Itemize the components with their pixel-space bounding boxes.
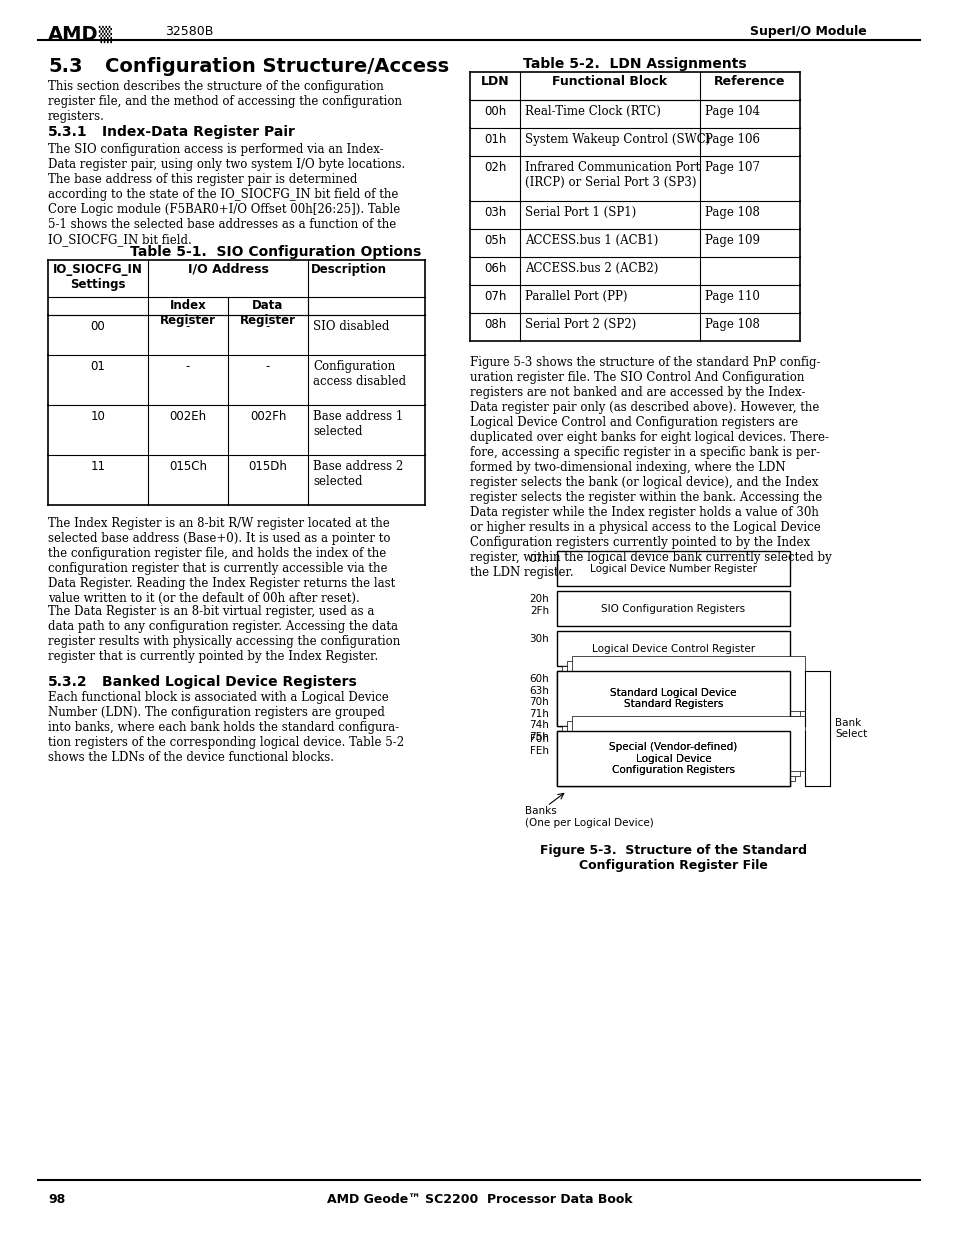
Text: Serial Port 1 (SP1): Serial Port 1 (SP1) xyxy=(524,206,636,219)
Text: -: - xyxy=(266,320,270,333)
Text: 05h: 05h xyxy=(483,233,506,247)
Text: Data
Register: Data Register xyxy=(240,299,295,327)
Text: 03h: 03h xyxy=(483,206,506,219)
Text: Base address 2
selected: Base address 2 selected xyxy=(313,459,403,488)
Text: Functional Block: Functional Block xyxy=(552,75,667,88)
Bar xyxy=(557,551,789,585)
Text: Infrared Communication Port
(IRCP) or Serial Port 3 (SP3): Infrared Communication Port (IRCP) or Se… xyxy=(524,161,700,189)
Text: Bank
Select: Bank Select xyxy=(834,718,866,740)
Text: Each functional block is associated with a Logical Device
Number (LDN). The conf: Each functional block is associated with… xyxy=(48,692,404,764)
Text: Special (Vendor-defined)
Logical Device
Configuration Registers: Special (Vendor-defined) Logical Device … xyxy=(609,742,737,776)
Text: 98: 98 xyxy=(48,1193,65,1207)
Text: Banked Logical Device Registers: Banked Logical Device Registers xyxy=(102,676,356,689)
Text: Standard Logical Device
Standard Registers: Standard Logical Device Standard Registe… xyxy=(610,688,736,709)
Text: Logical Device Number Register: Logical Device Number Register xyxy=(589,563,757,573)
Text: Parallel Port (PP): Parallel Port (PP) xyxy=(524,290,627,303)
Text: The SIO configuration access is performed via an Index-
Data register pair, usin: The SIO configuration access is performe… xyxy=(48,143,405,246)
Text: System Wakeup Control (SWC): System Wakeup Control (SWC) xyxy=(524,133,710,146)
Text: AMD Geode™ SC2200  Processor Data Book: AMD Geode™ SC2200 Processor Data Book xyxy=(327,1193,632,1207)
Text: Configuration Structure/Access: Configuration Structure/Access xyxy=(105,57,449,77)
Bar xyxy=(566,721,800,776)
Text: ACCESS.bus 2 (ACB2): ACCESS.bus 2 (ACB2) xyxy=(524,262,658,275)
Bar xyxy=(566,661,800,716)
Bar xyxy=(557,631,789,666)
Text: SuperI/O Module: SuperI/O Module xyxy=(749,25,866,38)
Text: 10: 10 xyxy=(91,410,106,424)
Bar xyxy=(561,666,794,721)
Text: IO_SIOCFG_IN
Settings: IO_SIOCFG_IN Settings xyxy=(53,263,143,291)
Text: 00h: 00h xyxy=(483,105,506,119)
Text: SIO disabled: SIO disabled xyxy=(313,320,389,333)
Text: 002Fh: 002Fh xyxy=(250,410,286,424)
Text: Page 108: Page 108 xyxy=(704,317,760,331)
Text: SIO Configuration Registers: SIO Configuration Registers xyxy=(600,604,745,614)
Bar xyxy=(572,716,804,771)
Bar xyxy=(557,731,789,785)
Text: Page 110: Page 110 xyxy=(704,290,760,303)
Text: 02h: 02h xyxy=(483,161,506,174)
Bar xyxy=(557,592,789,626)
Text: Table 5-1.  SIO Configuration Options: Table 5-1. SIO Configuration Options xyxy=(130,245,421,259)
Text: Base address 1
selected: Base address 1 selected xyxy=(313,410,403,438)
Text: 015Dh: 015Dh xyxy=(249,459,287,473)
Text: 5.3.2: 5.3.2 xyxy=(48,676,88,689)
Text: 5.3.1: 5.3.1 xyxy=(48,125,88,140)
Text: Page 108: Page 108 xyxy=(704,206,760,219)
Text: Page 107: Page 107 xyxy=(704,161,760,174)
Text: Page 106: Page 106 xyxy=(704,133,760,146)
Text: I/O Address: I/O Address xyxy=(188,262,268,275)
Bar xyxy=(557,671,789,726)
Text: 30h: 30h xyxy=(529,634,548,643)
Text: Real-Time Clock (RTC): Real-Time Clock (RTC) xyxy=(524,105,660,119)
Text: 07h: 07h xyxy=(483,290,506,303)
Text: Banks
(One per Logical Device): Banks (One per Logical Device) xyxy=(524,806,653,827)
Text: -: - xyxy=(266,359,270,373)
Text: 11: 11 xyxy=(91,459,106,473)
Text: Page 104: Page 104 xyxy=(704,105,760,119)
Text: 01h: 01h xyxy=(483,133,506,146)
Text: 00: 00 xyxy=(91,320,105,333)
Text: ACCESS.bus 1 (ACB1): ACCESS.bus 1 (ACB1) xyxy=(524,233,658,247)
Text: Special (Vendor-defined)
Logical Device
Configuration Registers: Special (Vendor-defined) Logical Device … xyxy=(609,742,737,776)
Text: Index
Register: Index Register xyxy=(160,299,215,327)
Text: 08h: 08h xyxy=(483,317,506,331)
Text: F0h
FEh: F0h FEh xyxy=(530,734,548,756)
Bar xyxy=(557,671,789,726)
Text: 01: 01 xyxy=(91,359,106,373)
Text: The Data Register is an 8-bit virtual register, used as a
data path to any confi: The Data Register is an 8-bit virtual re… xyxy=(48,605,400,663)
Text: Reference: Reference xyxy=(714,75,785,88)
Text: Logical Device Control Register: Logical Device Control Register xyxy=(591,643,754,653)
Text: Figure 5-3.  Structure of the Standard
Configuration Register File: Figure 5-3. Structure of the Standard Co… xyxy=(539,844,806,872)
Text: Page 109: Page 109 xyxy=(704,233,760,247)
Text: Index-Data Register Pair: Index-Data Register Pair xyxy=(102,125,294,140)
Text: This section describes the structure of the configuration
register file, and the: This section describes the structure of … xyxy=(48,80,401,124)
Bar xyxy=(561,726,794,781)
Text: Figure 5-3 shows the structure of the standard PnP config-
uration register file: Figure 5-3 shows the structure of the st… xyxy=(470,356,831,579)
Text: Standard Logical Device
Standard Registers: Standard Logical Device Standard Registe… xyxy=(610,688,736,709)
Text: The Index Register is an 8-bit R/W register located at the
selected base address: The Index Register is an 8-bit R/W regis… xyxy=(48,517,395,605)
Text: -: - xyxy=(186,359,190,373)
Text: ▒: ▒ xyxy=(98,25,111,43)
Text: 20h
2Fh: 20h 2Fh xyxy=(529,594,548,615)
Text: AMD: AMD xyxy=(48,25,98,44)
Text: 06h: 06h xyxy=(483,262,506,275)
Text: 002Eh: 002Eh xyxy=(170,410,207,424)
Text: Serial Port 2 (SP2): Serial Port 2 (SP2) xyxy=(524,317,636,331)
Text: 32580B: 32580B xyxy=(165,25,213,38)
Text: Configuration
access disabled: Configuration access disabled xyxy=(313,359,406,388)
Text: 015Ch: 015Ch xyxy=(169,459,207,473)
Text: 60h
63h
70h
71h
74h
75h: 60h 63h 70h 71h 74h 75h xyxy=(529,674,548,742)
Bar xyxy=(572,656,804,711)
Text: LDN: LDN xyxy=(480,75,509,88)
Text: 07h: 07h xyxy=(529,555,548,564)
Text: Table 5-2.  LDN Assignments: Table 5-2. LDN Assignments xyxy=(522,57,746,70)
Text: 5.3: 5.3 xyxy=(48,57,82,77)
Bar xyxy=(557,731,789,785)
Text: -: - xyxy=(186,320,190,333)
Text: Description: Description xyxy=(311,263,387,275)
